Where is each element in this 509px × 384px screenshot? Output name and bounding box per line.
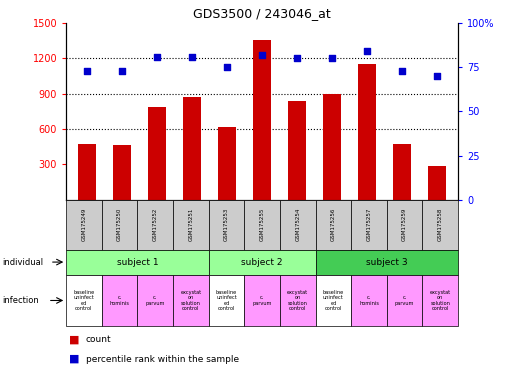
Text: baseline
uninfect
ed
control: baseline uninfect ed control (216, 290, 237, 311)
Text: individual: individual (3, 258, 44, 266)
Text: subject 3: subject 3 (366, 258, 408, 266)
Text: GSM175251: GSM175251 (188, 208, 193, 241)
Bar (114, 145, 131, 200)
Bar (149, 107, 166, 200)
Text: GSM175250: GSM175250 (117, 208, 122, 241)
Text: GSM175257: GSM175257 (366, 208, 372, 241)
Bar (183, 97, 201, 200)
Bar (253, 40, 271, 200)
Text: excystat
on
solution
control: excystat on solution control (287, 290, 308, 311)
Text: subject 2: subject 2 (241, 258, 283, 266)
Text: GSM175255: GSM175255 (260, 208, 265, 241)
Text: GSM175254: GSM175254 (295, 208, 300, 241)
Text: ■: ■ (69, 335, 79, 345)
Text: c.
parvum: c. parvum (252, 295, 272, 306)
Point (153, 53, 161, 60)
Text: c.
parvum: c. parvum (395, 295, 414, 306)
Text: GSM175259: GSM175259 (402, 208, 407, 241)
Text: subject 1: subject 1 (117, 258, 158, 266)
Point (223, 64, 231, 70)
Point (433, 73, 441, 79)
Text: GSM175253: GSM175253 (224, 208, 229, 241)
Text: c.
hominis: c. hominis (359, 295, 379, 306)
Text: c.
hominis: c. hominis (109, 295, 130, 306)
Point (118, 68, 126, 74)
Bar (289, 101, 306, 200)
Point (328, 55, 336, 61)
Text: c.
parvum: c. parvum (146, 295, 165, 306)
Text: ■: ■ (69, 354, 79, 364)
Point (83, 68, 91, 74)
Bar (393, 144, 411, 200)
Text: baseline
uninfect
ed
control: baseline uninfect ed control (73, 290, 95, 311)
Point (188, 53, 196, 60)
Point (363, 48, 371, 55)
Bar (429, 166, 446, 200)
Title: GDS3500 / 243046_at: GDS3500 / 243046_at (193, 7, 331, 20)
Text: GSM175249: GSM175249 (81, 208, 87, 241)
Point (293, 55, 301, 61)
Text: baseline
uninfect
ed
control: baseline uninfect ed control (323, 290, 344, 311)
Bar (78, 144, 96, 200)
Bar (323, 94, 341, 200)
Text: infection: infection (3, 296, 39, 305)
Point (398, 68, 406, 74)
Text: count: count (86, 335, 111, 344)
Text: percentile rank within the sample: percentile rank within the sample (86, 354, 239, 364)
Text: GSM175258: GSM175258 (438, 208, 443, 241)
Point (258, 52, 266, 58)
Text: GSM175252: GSM175252 (153, 208, 158, 241)
Text: GSM175256: GSM175256 (331, 208, 336, 241)
Bar (218, 127, 236, 200)
Bar (358, 64, 376, 200)
Text: excystat
on
solution
control: excystat on solution control (430, 290, 451, 311)
Text: excystat
on
solution
control: excystat on solution control (180, 290, 202, 311)
